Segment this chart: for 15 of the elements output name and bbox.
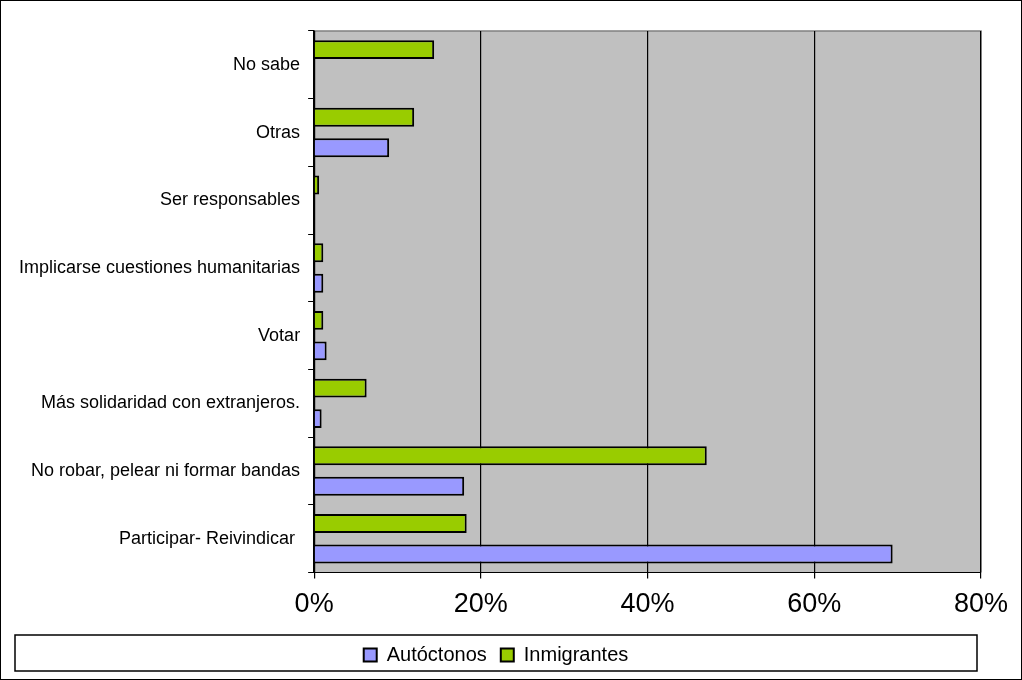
y-tick-label: Implicarse cuestiones humanitarias <box>18 256 301 277</box>
x-tick-label: 0% <box>294 588 334 619</box>
x-tick-label: 40% <box>620 588 675 619</box>
y-tick-label: Otras <box>256 121 301 142</box>
y-tick-label: Ser responsables <box>160 189 301 210</box>
y-tick-label: Votar <box>258 324 301 345</box>
y-tick-label: Más solidaridad con extranjeros. <box>40 392 301 413</box>
legend-label: Autóctonos <box>386 642 487 665</box>
x-tick-label: 80% <box>953 588 1009 619</box>
y-tick-label: No robar, pelear ni formar bandas <box>30 460 301 481</box>
legend-label: Inmigrantes <box>523 642 629 665</box>
x-tick-label: 60% <box>787 588 842 619</box>
y-tick-label: Participar- Reivindicar <box>119 527 301 548</box>
y-tick-label: No sabe <box>233 53 301 74</box>
x-tick-label: 20% <box>453 588 508 619</box>
